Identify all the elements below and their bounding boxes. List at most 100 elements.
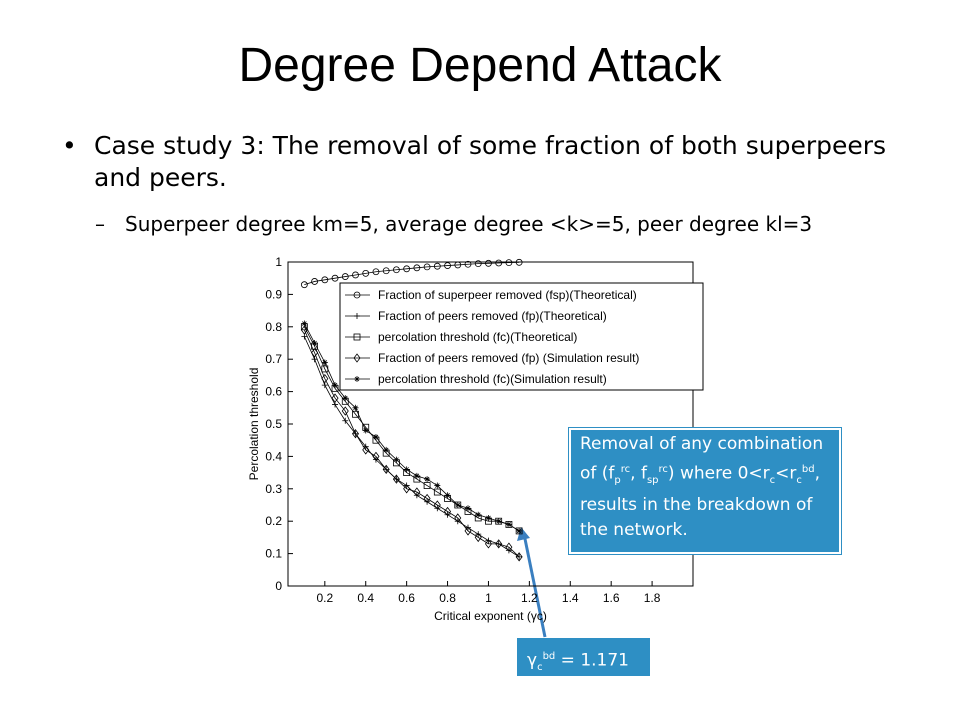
callout-text: ) where 0<r <box>667 463 770 484</box>
marker <box>403 466 410 473</box>
marker <box>300 281 308 289</box>
marker <box>353 353 361 363</box>
marker <box>413 264 421 272</box>
marker <box>505 547 512 554</box>
legend-label: percolation threshold (fc)(Theoretical) <box>378 330 577 344</box>
callout-text: c <box>796 475 802 487</box>
marker <box>444 262 451 269</box>
marker <box>413 492 420 499</box>
series-line <box>304 323 520 532</box>
marker <box>454 518 461 525</box>
y-tick-label: 0.3 <box>265 482 282 496</box>
x-tick-label: 1.2 <box>521 591 538 605</box>
marker <box>423 482 431 489</box>
marker <box>515 258 523 266</box>
marker <box>424 498 431 505</box>
callout-text: bd <box>801 464 815 475</box>
marker <box>321 359 328 366</box>
marker <box>342 417 349 424</box>
x-tick-label: 0.6 <box>398 591 415 605</box>
marker <box>362 445 370 455</box>
marker <box>484 539 492 549</box>
marker <box>341 273 349 280</box>
marker <box>495 518 502 525</box>
x-axis-label: Critical exponent (γc) <box>434 609 547 623</box>
legend-label: Fraction of peers removed (fp)(Theoretic… <box>378 309 607 323</box>
label-text: bd <box>542 651 556 662</box>
marker <box>485 259 492 267</box>
legend-label: Fraction of superpeer removed (fsp)(Theo… <box>378 288 637 302</box>
marker <box>505 542 513 552</box>
marker <box>353 333 361 341</box>
marker <box>475 511 482 518</box>
marker <box>444 492 451 499</box>
marker <box>516 527 523 534</box>
slide-title: Degree Depend Attack <box>238 39 722 92</box>
marker <box>454 502 461 508</box>
x-tick-label: 1.4 <box>562 591 579 605</box>
marker <box>424 476 431 483</box>
legend-label: Fraction of peers removed (fp) (Simulati… <box>378 351 639 365</box>
y-tick-label: 0.8 <box>265 320 282 334</box>
marker <box>465 524 471 531</box>
marker <box>372 451 380 462</box>
x-tick-label: 0.2 <box>316 591 333 605</box>
marker <box>495 259 503 267</box>
marker <box>392 474 400 484</box>
callout: Removal of any combination of (fprc, fsp… <box>568 427 842 555</box>
legend-label: percolation threshold (fc)(Simulation re… <box>378 372 607 386</box>
marker <box>353 291 361 299</box>
marker <box>434 505 441 512</box>
marker <box>382 267 390 275</box>
marker <box>485 537 492 544</box>
y-tick-label: 1 <box>275 255 282 269</box>
marker <box>311 348 319 358</box>
marker <box>505 521 512 528</box>
marker <box>342 395 349 402</box>
marker <box>454 261 462 269</box>
marker <box>352 429 359 439</box>
sub-bullet-text: Superpeer degree km=5, average degree <k… <box>125 212 813 236</box>
marker <box>362 269 370 277</box>
callout-text: p <box>614 475 621 487</box>
marker <box>332 382 339 389</box>
marker <box>433 500 441 510</box>
marker <box>321 373 329 384</box>
marker <box>393 456 400 463</box>
marker <box>354 313 360 319</box>
y-tick-label: 0.7 <box>265 352 282 366</box>
marker <box>382 464 390 475</box>
x-tick-label: 1.8 <box>644 591 661 605</box>
marker <box>311 278 318 285</box>
marker <box>505 259 513 267</box>
callout-text: rc <box>620 464 631 475</box>
marker <box>495 539 503 549</box>
label-text: c <box>537 662 543 674</box>
marker <box>311 340 318 346</box>
marker <box>300 325 308 335</box>
y-tick-label: 0.6 <box>265 385 282 399</box>
marker <box>423 263 431 271</box>
marker <box>474 532 482 543</box>
marker <box>413 472 420 479</box>
sub-bullet: – Superpeer degree km=5, average degree <… <box>95 212 813 236</box>
marker <box>433 262 441 270</box>
callout-text: <r <box>775 463 797 484</box>
series-line <box>304 326 520 532</box>
arrow-head <box>517 527 530 541</box>
label-text: = 1.171 <box>555 650 629 671</box>
y-axis-label: Percolation threshold <box>247 368 261 481</box>
series-line <box>304 261 520 286</box>
marker <box>475 531 482 538</box>
marker <box>393 266 400 274</box>
marker <box>403 265 411 273</box>
callout-text: rc <box>658 464 668 475</box>
marker <box>372 268 380 276</box>
y-tick-label: 0.2 <box>265 514 282 528</box>
marker <box>444 511 451 518</box>
marker <box>515 552 523 562</box>
callout-text: , f <box>630 463 647 484</box>
marker <box>434 482 441 489</box>
